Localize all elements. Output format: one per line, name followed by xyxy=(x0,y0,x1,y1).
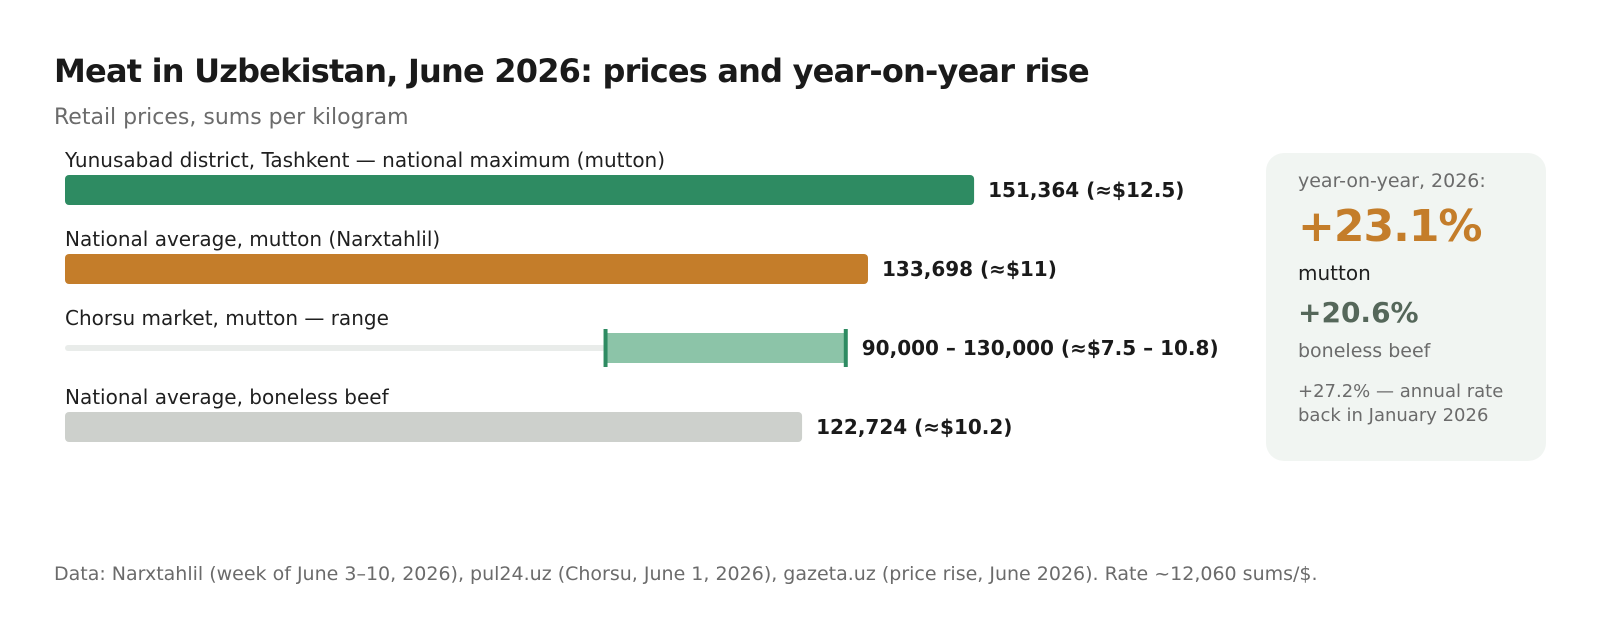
beef-yoy-label: boneless beef xyxy=(1298,340,1431,362)
range-bar xyxy=(605,333,846,363)
value-label: 90,000 – 130,000 (≈$7.5 – 10.8) xyxy=(862,336,1219,360)
range-max-marker xyxy=(843,329,848,367)
bar-chart: Yunusabad district, Tashkent — national … xyxy=(64,148,1219,442)
mutton-yoy-value: +23.1% xyxy=(1298,201,1483,252)
yoy-panel: year-on-year, 2026: +23.1% mutton +20.6%… xyxy=(1266,153,1546,461)
source-note: Data: Narxtahlil (week of June 3–10, 202… xyxy=(54,563,1318,585)
value-label: 151,364 (≈$12.5) xyxy=(988,178,1184,202)
chart-subtitle: Retail prices, sums per kilogram xyxy=(54,105,409,130)
beef-yoy-value: +20.6% xyxy=(1298,296,1419,329)
chart-title: Meat in Uzbekistan, June 2026: prices an… xyxy=(54,52,1090,90)
range-track xyxy=(65,345,606,351)
bar xyxy=(65,254,868,284)
value-label: 122,724 (≈$10.2) xyxy=(816,415,1012,439)
panel-note: +27.2% — annual rate back in January 202… xyxy=(1298,381,1504,426)
row-label: Yunusabad district, Tashkent — national … xyxy=(64,148,665,172)
range-min-marker xyxy=(603,329,608,367)
row-label: Chorsu market, mutton — range xyxy=(65,306,389,330)
row-label: National average, boneless beef xyxy=(65,385,390,409)
bar xyxy=(65,175,975,205)
mutton-yoy-label: mutton xyxy=(1298,261,1371,285)
bar xyxy=(65,412,803,442)
value-label: 133,698 (≈$11) xyxy=(882,257,1057,281)
row-label: National average, mutton (Narxtahlil) xyxy=(65,227,440,251)
panel-heading: year-on-year, 2026: xyxy=(1298,170,1486,192)
